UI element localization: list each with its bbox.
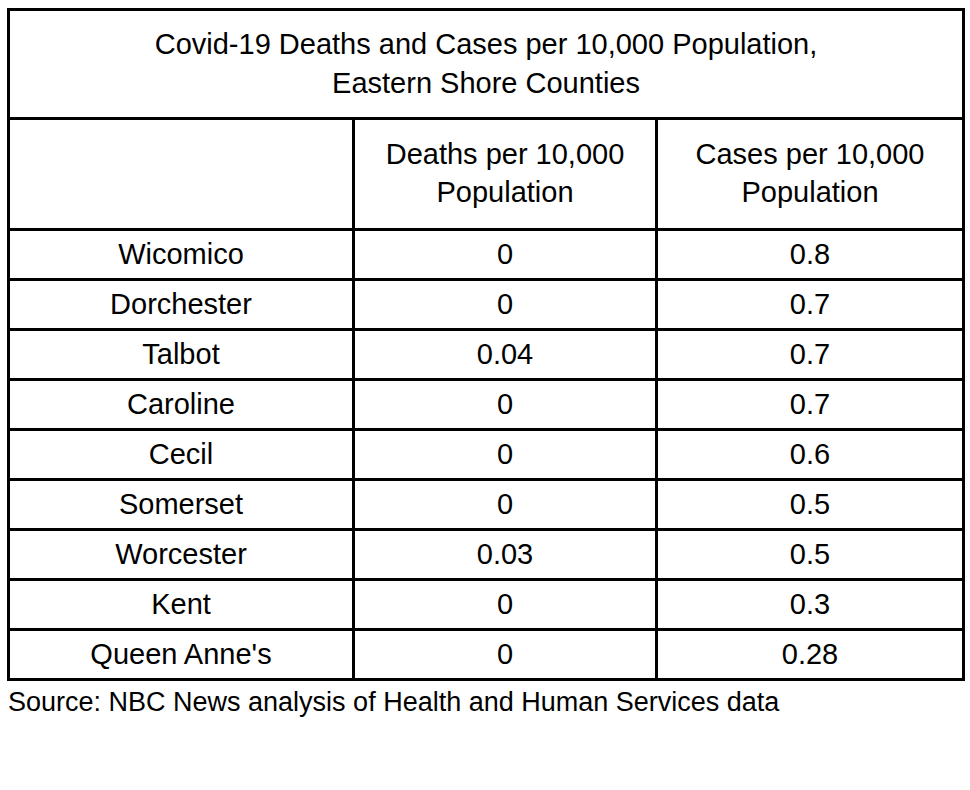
cases-value: 0.7	[657, 330, 964, 380]
title-row: Covid-19 Deaths and Cases per 10,000 Pop…	[9, 10, 964, 119]
deaths-value: 0	[354, 280, 657, 330]
county-name: Somerset	[9, 480, 354, 530]
covid-table-graphic: Covid-19 Deaths and Cases per 10,000 Pop…	[0, 0, 970, 790]
cases-value: 0.5	[657, 480, 964, 530]
source-note: Source: NBC News analysis of Health and …	[8, 686, 962, 718]
county-name: Talbot	[9, 330, 354, 380]
county-name: Dorchester	[9, 280, 354, 330]
table-row: Somerset 0 0.5	[9, 480, 964, 530]
table-row: Cecil 0 0.6	[9, 430, 964, 480]
header-row: Deaths per 10,000 Population Cases per 1…	[9, 119, 964, 230]
table-row: Caroline 0 0.7	[9, 380, 964, 430]
county-name: Kent	[9, 580, 354, 630]
table-row: Talbot 0.04 0.7	[9, 330, 964, 380]
deaths-value: 0	[354, 580, 657, 630]
deaths-value: 0	[354, 430, 657, 480]
cases-value: 0.6	[657, 430, 964, 480]
deaths-value: 0	[354, 480, 657, 530]
table-row: Dorchester 0 0.7	[9, 280, 964, 330]
county-column-header	[9, 119, 354, 230]
deaths-value: 0	[354, 230, 657, 280]
table-row: Queen Anne's 0 0.28	[9, 630, 964, 680]
cases-value: 0.7	[657, 280, 964, 330]
covid-table: Covid-19 Deaths and Cases per 10,000 Pop…	[7, 8, 965, 681]
county-name: Worcester	[9, 530, 354, 580]
table-row: Wicomico 0 0.8	[9, 230, 964, 280]
county-name: Caroline	[9, 380, 354, 430]
cases-column-header: Cases per 10,000 Population	[657, 119, 964, 230]
deaths-value: 0	[354, 380, 657, 430]
deaths-value: 0.04	[354, 330, 657, 380]
deaths-value: 0	[354, 630, 657, 680]
deaths-column-header: Deaths per 10,000 Population	[354, 119, 657, 230]
county-name: Queen Anne's	[9, 630, 354, 680]
cases-value: 0.3	[657, 580, 964, 630]
table-row: Kent 0 0.3	[9, 580, 964, 630]
cases-value: 0.28	[657, 630, 964, 680]
table-row: Worcester 0.03 0.5	[9, 530, 964, 580]
cases-value: 0.8	[657, 230, 964, 280]
cases-value: 0.7	[657, 380, 964, 430]
deaths-value: 0.03	[354, 530, 657, 580]
title-line1: Covid-19 Deaths and Cases per 10,000 Pop…	[16, 25, 956, 64]
county-name: Cecil	[9, 430, 354, 480]
title-line2: Eastern Shore Counties	[16, 64, 956, 103]
cases-value: 0.5	[657, 530, 964, 580]
county-name: Wicomico	[9, 230, 354, 280]
table-title: Covid-19 Deaths and Cases per 10,000 Pop…	[9, 10, 964, 119]
